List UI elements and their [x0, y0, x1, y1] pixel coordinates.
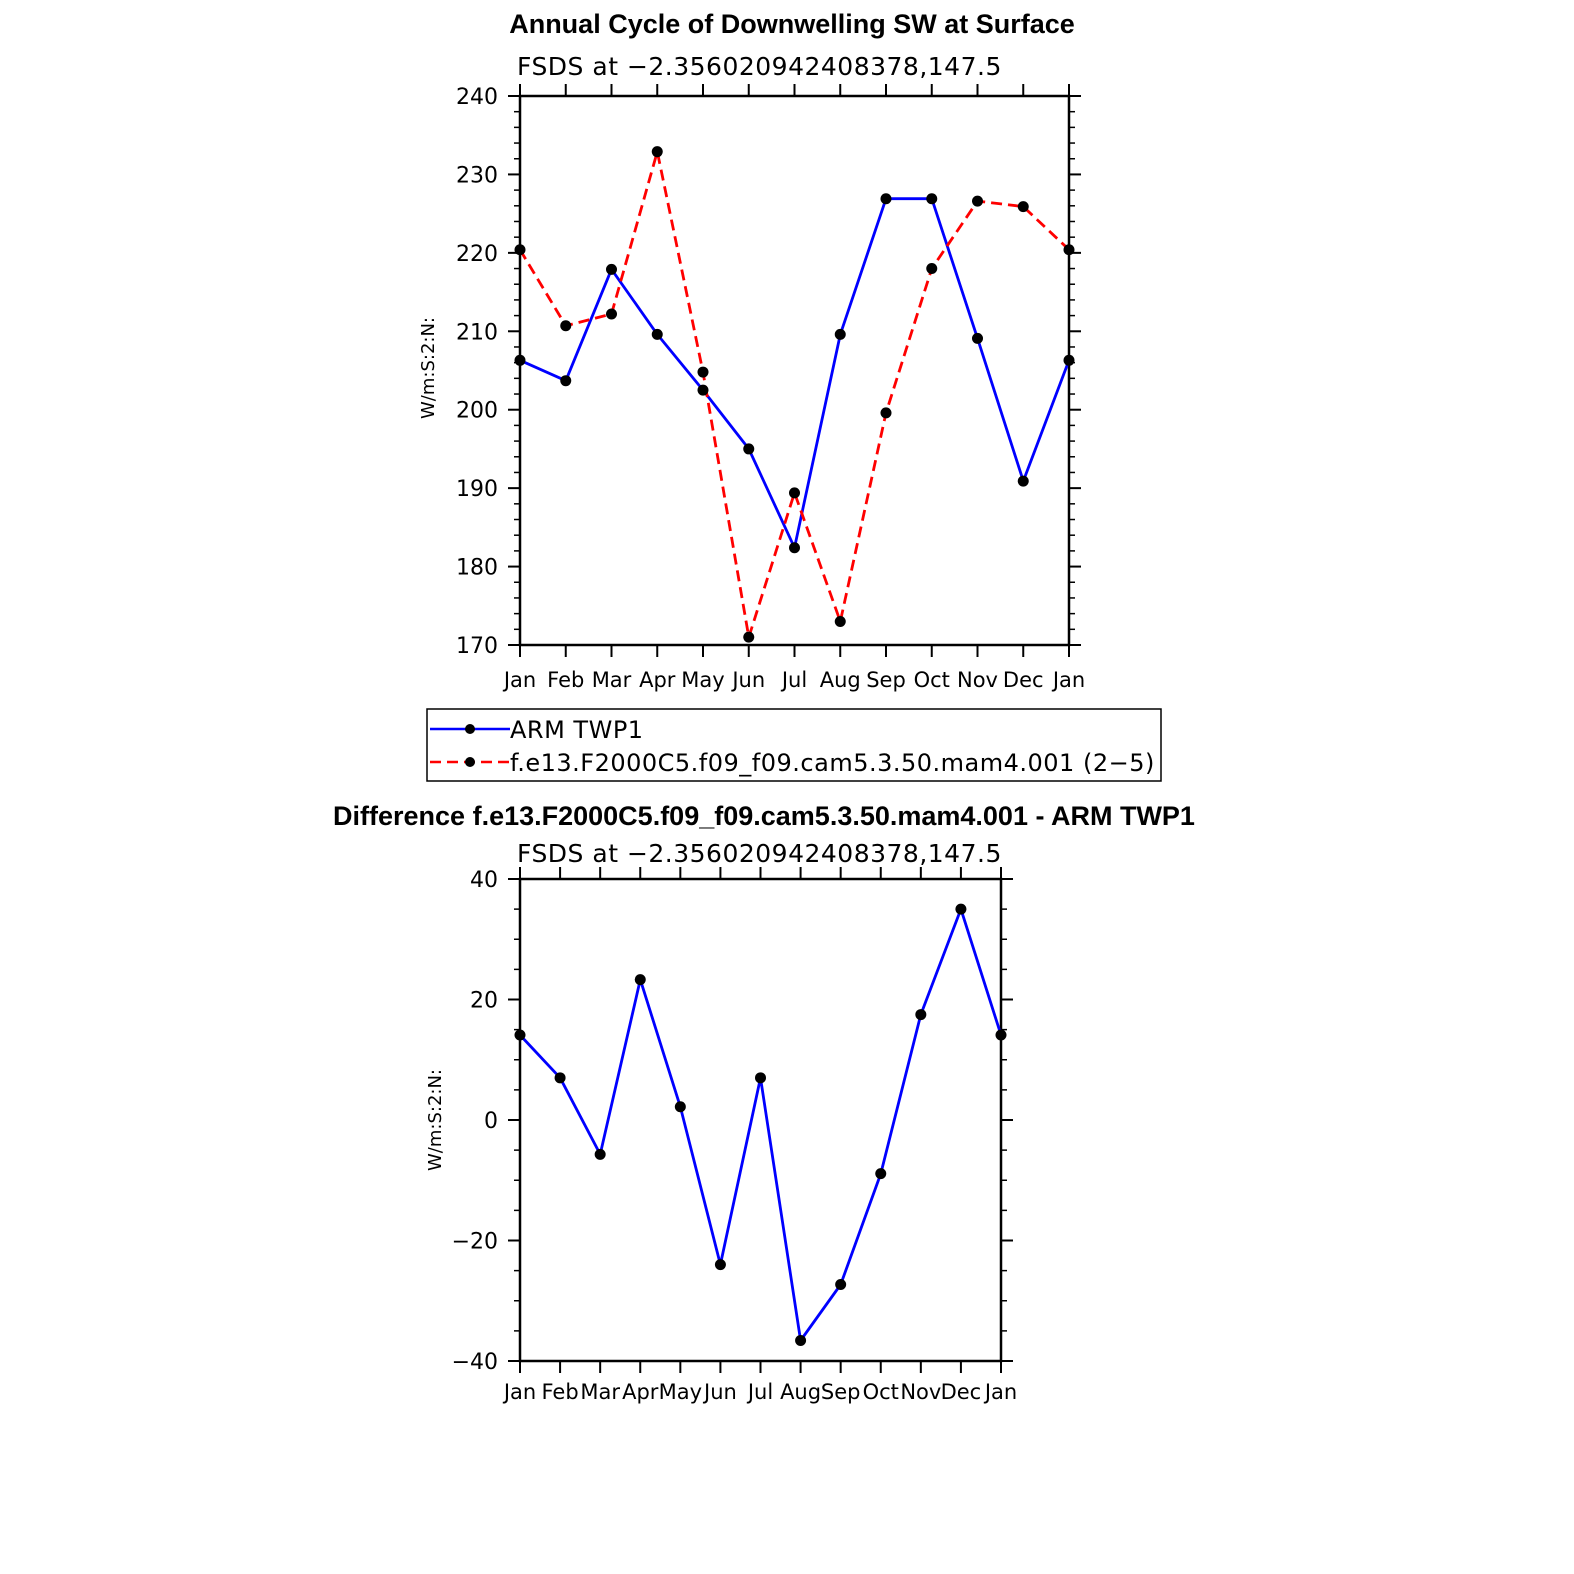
y-tick-label: 230	[456, 163, 498, 188]
x-tick-label: Mar	[592, 668, 632, 692]
data-point	[972, 332, 983, 344]
x-tick-label: Mar	[580, 1380, 620, 1404]
y-tick-label: 240	[456, 85, 498, 110]
x-tick-label: Jan	[502, 1380, 536, 1404]
legend: ARM TWP1 f.e13.F2000C5.f09_f09.cam5.3.50…	[426, 708, 1162, 782]
data-point	[955, 903, 967, 915]
y-tick-label: 170	[456, 634, 498, 659]
x-tick-label: Nov	[900, 1380, 941, 1404]
data-point	[651, 328, 663, 340]
data-point	[1063, 244, 1075, 256]
x-tick-label: Jul	[780, 668, 807, 692]
plot-frame	[518, 877, 1003, 1363]
data-point	[714, 1259, 726, 1271]
y-tick-label: 0	[484, 1109, 498, 1134]
data-point	[995, 1029, 1007, 1041]
x-tick-label: Aug	[820, 668, 861, 692]
data-point	[560, 320, 572, 332]
data-point	[789, 542, 800, 554]
data-point	[834, 615, 846, 627]
data-point	[835, 1278, 847, 1290]
data-point	[915, 1009, 927, 1021]
series-line-0	[518, 907, 1003, 1342]
data-point	[594, 1148, 606, 1160]
x-tick-label: Feb	[547, 668, 584, 692]
x-tick-label: Jan	[983, 1380, 1017, 1404]
y-tick-label: 220	[456, 242, 498, 267]
data-point	[743, 631, 755, 643]
x-tick-label: Sep	[821, 1380, 861, 1404]
x-tick-label: Oct	[914, 668, 950, 692]
data-point	[554, 1072, 566, 1084]
data-point	[926, 193, 938, 205]
y-tick-label: 180	[456, 556, 498, 581]
chart-title: Difference f.e13.F2000C5.f09_f09.cam5.3.…	[333, 801, 1195, 831]
data-point	[674, 1101, 686, 1113]
plot-area: Jan Feb Mar Apr May Jun Jul Aug Sep Oct Nov Dec Jan−…	[452, 867, 1017, 1404]
legend-marker-model	[465, 757, 475, 767]
legend-marker-arm	[465, 724, 475, 734]
data-point	[875, 1168, 887, 1180]
data-point	[972, 195, 983, 207]
x-tick-label: Nov	[957, 668, 998, 692]
chart-subtitle: FSDS at −2.356020942408378,147.5	[517, 52, 1002, 81]
data-point	[606, 308, 617, 320]
x-tick-label: Sep	[866, 668, 906, 692]
data-point	[514, 244, 526, 256]
data-point	[634, 974, 646, 986]
x-tick-label: Apr	[622, 1380, 659, 1404]
x-tick-label: Jul	[746, 1380, 773, 1404]
x-tick-label: Feb	[541, 1380, 578, 1404]
data-point	[514, 354, 526, 366]
x-tick-label: Jan	[1051, 668, 1085, 692]
x-tick-label: May	[659, 1380, 702, 1404]
data-point	[789, 487, 800, 499]
y-tick-label: 40	[470, 868, 498, 893]
y-tick-label: −40	[452, 1350, 498, 1375]
data-point	[697, 384, 709, 396]
x-tick-label: Jun	[730, 668, 765, 692]
data-point	[697, 366, 709, 378]
annual-cycle-panel: Annual Cycle of Downwelling SW at Surfac…	[418, 9, 1162, 782]
chart-subtitle: FSDS at −2.356020942408378,147.5	[517, 839, 1002, 868]
data-point	[880, 193, 892, 205]
data-point	[880, 407, 892, 419]
plot-area: Jan Feb Mar Apr May Jun Jul Aug Sep Oct Nov Dec Jan1…	[456, 84, 1085, 692]
y-tick-label: −20	[452, 1230, 498, 1255]
x-tick-label: Apr	[639, 668, 676, 692]
data-point	[514, 1029, 526, 1041]
chart-title: Annual Cycle of Downwelling SW at Surfac…	[509, 9, 1075, 39]
data-point	[1017, 201, 1029, 213]
x-tick-label: Dec	[941, 1380, 982, 1404]
x-tick-label: Jan	[502, 668, 536, 692]
y-axis-title: W/m:S:2:N:	[418, 317, 439, 419]
x-tick-label: Jun	[702, 1380, 737, 1404]
data-point	[606, 263, 617, 275]
difference-panel: Difference f.e13.F2000C5.f09_f09.cam5.3.…	[333, 801, 1195, 1404]
y-tick-label: 210	[456, 320, 498, 345]
y-tick-label: 190	[456, 477, 498, 502]
data-point	[926, 263, 938, 275]
x-tick-label: May	[681, 668, 724, 692]
legend-label-arm: ARM TWP1	[510, 716, 644, 744]
data-point	[1017, 475, 1029, 487]
y-tick-label: 20	[470, 989, 498, 1014]
series-line-1	[518, 150, 1070, 639]
y-axis-title: W/m:S:2:N:	[425, 1069, 446, 1171]
data-point	[755, 1072, 766, 1084]
data-point	[743, 443, 755, 455]
x-tick-label: Aug	[780, 1380, 821, 1404]
data-point	[1063, 354, 1075, 366]
data-point	[560, 375, 572, 387]
legend-label-model: f.e13.F2000C5.f09_f09.cam5.3.50.mam4.001…	[510, 749, 1155, 777]
x-tick-label: Oct	[863, 1380, 899, 1404]
x-tick-label: Dec	[1003, 668, 1044, 692]
data-point	[795, 1335, 807, 1347]
data-point	[834, 328, 846, 340]
y-tick-label: 200	[456, 399, 498, 424]
data-point	[651, 146, 663, 158]
legend-box	[426, 708, 1162, 782]
